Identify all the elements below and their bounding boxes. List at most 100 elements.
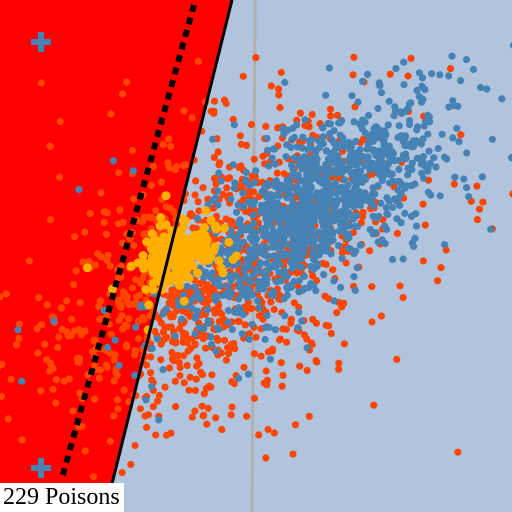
data-point (189, 261, 198, 270)
data-point (385, 121, 392, 128)
data-point (437, 192, 444, 199)
data-point (117, 304, 124, 311)
data-point (182, 161, 189, 168)
data-point (327, 120, 334, 127)
data-point (123, 79, 130, 86)
data-point (263, 367, 270, 374)
data-point (207, 333, 214, 340)
data-point (345, 181, 352, 188)
data-point (398, 110, 405, 117)
data-point (261, 380, 268, 387)
data-point (75, 186, 82, 193)
data-point (269, 195, 276, 202)
data-point (211, 310, 218, 317)
data-point (319, 219, 326, 226)
data-point (463, 149, 470, 156)
data-point (249, 212, 256, 219)
data-point (325, 322, 332, 329)
data-point (392, 65, 399, 72)
data-point (55, 333, 62, 340)
data-point (296, 277, 303, 284)
data-point (112, 369, 119, 376)
data-point (283, 284, 290, 291)
data-point (239, 190, 246, 197)
data-point (5, 415, 12, 422)
data-point (123, 323, 130, 330)
data-point (284, 273, 291, 280)
data-point (334, 197, 341, 204)
data-point (166, 364, 173, 371)
data-point (200, 412, 207, 419)
data-point (251, 395, 258, 402)
data-point (382, 131, 389, 138)
data-point (180, 297, 189, 306)
data-point (304, 344, 311, 351)
data-point (406, 121, 413, 128)
data-point (309, 163, 316, 170)
data-point (242, 273, 249, 280)
data-point (255, 431, 262, 438)
data-point (230, 340, 237, 347)
data-point (123, 341, 130, 348)
data-point (327, 106, 334, 113)
data-point (87, 210, 94, 217)
data-point (201, 245, 210, 254)
data-point (370, 230, 377, 237)
data-point (143, 424, 150, 431)
data-point (160, 141, 167, 148)
data-point (401, 142, 408, 149)
data-point (355, 194, 362, 201)
data-point (387, 71, 394, 78)
data-point (269, 155, 276, 162)
data-point (199, 234, 208, 243)
data-point (279, 383, 286, 390)
data-point (386, 98, 393, 105)
data-point (421, 86, 428, 93)
data-point (374, 105, 381, 112)
data-point (306, 137, 313, 144)
data-point (404, 105, 411, 112)
data-point (359, 213, 366, 220)
data-point (63, 297, 70, 304)
data-point (180, 107, 187, 114)
data-point (247, 200, 254, 207)
data-point (320, 271, 327, 278)
data-point (165, 324, 172, 331)
data-point (291, 218, 298, 225)
data-point (259, 153, 266, 160)
data-point (170, 357, 177, 364)
data-point (182, 249, 191, 258)
data-point (242, 178, 249, 185)
data-point (224, 283, 231, 290)
data-point (274, 170, 281, 177)
data-point (489, 136, 496, 143)
data-point (289, 125, 296, 132)
data-point (247, 279, 254, 286)
data-point (329, 183, 336, 190)
data-point (121, 289, 128, 296)
data-point (262, 123, 269, 130)
data-point (248, 121, 255, 128)
data-point (154, 335, 161, 342)
data-point (410, 243, 417, 250)
data-point (304, 367, 311, 374)
data-point (185, 387, 192, 394)
data-point (44, 301, 51, 308)
data-point (447, 65, 454, 72)
data-point (58, 326, 65, 333)
data-point (322, 92, 329, 99)
data-point (163, 334, 170, 341)
data-point (252, 167, 259, 174)
data-point (104, 209, 111, 216)
data-point (310, 282, 317, 289)
data-point (281, 295, 288, 302)
data-point (278, 359, 285, 366)
data-point (349, 71, 356, 78)
data-point (155, 416, 162, 423)
data-point (178, 224, 187, 233)
data-point (337, 211, 344, 218)
data-point (46, 368, 53, 375)
data-point (107, 110, 114, 117)
data-point (396, 282, 403, 289)
data-point (181, 273, 190, 282)
